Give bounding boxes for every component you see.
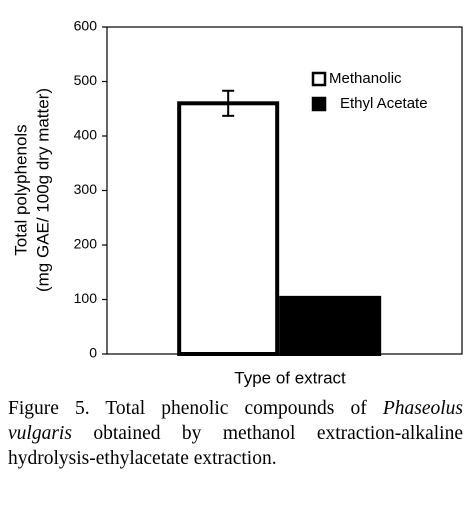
bar: [177, 101, 280, 356]
y-tick-label: 0: [89, 345, 97, 361]
y-tick-label: 600: [74, 18, 98, 34]
y-tick-label: 500: [74, 72, 98, 88]
caption-species: Phaseolus vulgaris: [8, 398, 463, 444]
figure-caption: Figure 5. Total phenolic compounds of Ph…: [8, 396, 463, 471]
y-tick-label: 300: [74, 181, 98, 197]
legend-swatch: [311, 96, 327, 112]
legend-swatch: [311, 71, 327, 87]
chart: Type of extract Total polyphenols (mg GA…: [11, 18, 463, 387]
y-axis-label-line: Total polyphenols: [11, 124, 30, 255]
y-tick-label: 100: [74, 290, 98, 306]
legend-label: Ethyl Acetate: [340, 95, 428, 112]
caption-text: Figure 5. Total phenolic compounds of: [8, 398, 383, 419]
bar: [279, 295, 382, 356]
y-axis-label-line: (mg GAE/ 100g dry matter): [33, 88, 52, 292]
x-axis-label: Type of extract: [234, 368, 346, 387]
caption-text: obtained by methanol extraction-alkaline…: [8, 423, 463, 469]
y-axis-label: Total polyphenols (mg GAE/ 100g dry matt…: [11, 88, 52, 292]
legend-label: Methanolic: [329, 70, 402, 87]
y-tick-label: 400: [74, 127, 98, 143]
y-tick-label: 200: [74, 236, 98, 252]
